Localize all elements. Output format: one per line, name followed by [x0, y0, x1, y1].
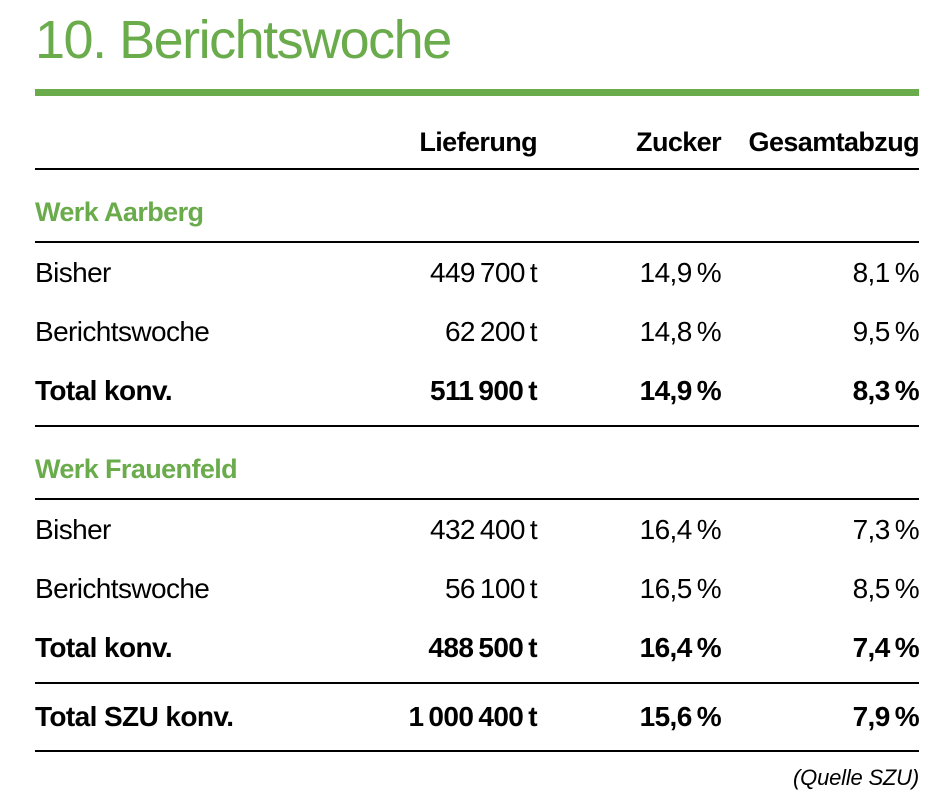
row-label: Total konv.	[35, 631, 173, 663]
row-label: Berichtswoche	[35, 315, 210, 347]
row-label: Berichtswoche	[35, 572, 210, 604]
cell-gesamtabzug: 8,5 %	[852, 572, 920, 604]
cell-zucker: 16,4 %	[639, 513, 722, 545]
title-rule	[35, 88, 919, 96]
row-label: Bisher	[35, 513, 111, 545]
cell-gesamtabzug: 7,9 %	[852, 700, 920, 732]
cell-gesamtabzug: 8,1 %	[852, 256, 920, 288]
table-row-total: Total konv. 511 900 t 14,9 % 8,3 %	[35, 348, 920, 426]
column-header-empty	[35, 127, 355, 169]
page-title: 10. Berichtswoche	[35, 10, 452, 70]
cell-zucker: 14,9 %	[639, 374, 722, 406]
table-header-row: Lieferung Zucker Gesamtabzug	[35, 126, 920, 169]
cell-gesamtabzug: 8,3 %	[852, 374, 920, 406]
source-note: (Quelle SZU)	[793, 764, 919, 790]
cell-lieferung: 488 500 t	[428, 631, 537, 663]
cell-lieferung: 56 100 t	[444, 572, 538, 604]
cell-gesamtabzug: 9,5 %	[852, 315, 920, 347]
cell-zucker: 14,9 %	[639, 256, 722, 288]
cell-gesamtabzug: 7,4 %	[852, 631, 920, 663]
cell-lieferung: 432 400 t	[429, 513, 538, 545]
table-row-grand-total: Total SZU konv. 1 000 400 t 15,6 % 7,9 %	[35, 683, 920, 751]
cell-lieferung: 449 700 t	[429, 256, 538, 288]
column-header-lieferung: Lieferung	[419, 126, 537, 157]
cell-zucker: 16,4 %	[639, 631, 722, 663]
table-row: Berichtswoche 62 200 t 14,8 % 9,5 %	[35, 289, 920, 348]
row-label: Bisher	[35, 256, 111, 288]
table-row: Bisher 449 700 t 14,9 % 8,1 %	[35, 242, 920, 289]
cell-gesamtabzug: 7,3 %	[852, 513, 920, 545]
table-row-total: Total konv. 488 500 t 16,4 % 7,4 %	[35, 605, 920, 683]
section-heading-label: Werk Frauenfeld	[35, 453, 238, 484]
cell-lieferung: 1 000 400 t	[408, 700, 537, 732]
section-heading-label: Werk Aarberg	[35, 196, 204, 227]
table-row: Bisher 432 400 t 16,4 % 7,3 %	[35, 499, 920, 546]
cell-zucker: 16,5 %	[639, 572, 722, 604]
section-heading-werk-frauenfeld: Werk Frauenfeld	[35, 426, 919, 499]
cell-zucker: 15,6 %	[639, 700, 722, 732]
cell-lieferung: 62 200 t	[444, 315, 538, 347]
section-heading-werk-aarberg: Werk Aarberg	[35, 169, 919, 242]
column-header-zucker: Zucker	[636, 126, 722, 157]
column-header-gesamtabzug: Gesamtabzug	[748, 126, 920, 157]
row-label: Total SZU konv.	[35, 700, 234, 732]
table-row: Berichtswoche 56 100 t 16,5 % 8,5 %	[35, 546, 920, 605]
report-table: Lieferung Zucker Gesamtabzug Werk Aarber…	[35, 126, 920, 752]
cell-lieferung: 511 900 t	[429, 374, 538, 406]
row-label: Total konv.	[35, 374, 173, 406]
cell-zucker: 14,8 %	[639, 315, 722, 347]
